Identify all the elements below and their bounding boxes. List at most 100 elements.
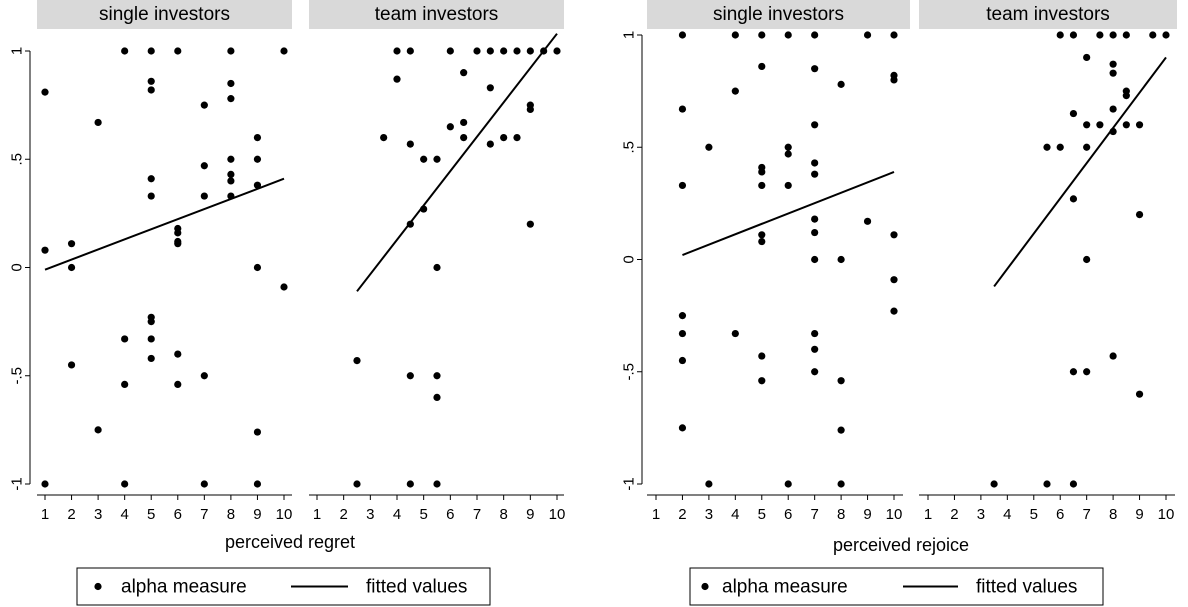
data-point — [253, 480, 262, 488]
data-point — [513, 134, 521, 142]
data-point — [890, 307, 898, 315]
x-tick-label: 2 — [950, 506, 958, 523]
data-point — [678, 312, 687, 320]
data-point — [1109, 352, 1117, 360]
data-point — [253, 428, 262, 436]
data-point — [1056, 143, 1064, 151]
data-point — [1135, 390, 1144, 398]
y-tick-label: 1 — [621, 31, 638, 39]
data-point — [758, 31, 766, 39]
panel-team: team investors 1 2 3 4 5 6 7 8 9 10 — [919, 0, 1177, 523]
panel-strip — [647, 0, 910, 29]
legend-box — [76, 567, 491, 606]
data-point — [837, 377, 845, 385]
data-point — [758, 237, 766, 246]
data-point — [784, 480, 792, 488]
data-point — [433, 393, 441, 401]
data-point — [705, 143, 713, 151]
data-point — [811, 170, 819, 178]
x-tick-label: 1 — [652, 506, 660, 523]
data-point — [446, 47, 454, 55]
data-point — [486, 140, 494, 148]
data-point — [67, 240, 76, 248]
data-point — [67, 361, 76, 369]
data-point — [253, 155, 262, 163]
data-point — [811, 215, 819, 223]
panel-strip — [919, 0, 1177, 29]
data-point — [1122, 31, 1130, 39]
data-point — [811, 345, 819, 353]
data-point — [121, 335, 129, 343]
data-point — [433, 372, 441, 380]
data-point — [758, 181, 766, 190]
panel-title: single investors — [99, 4, 230, 25]
data-point — [174, 229, 182, 237]
y-tick-label: -.5 — [9, 367, 26, 385]
data-point — [94, 426, 102, 434]
data-point — [460, 134, 468, 142]
data-point — [526, 220, 534, 228]
data-point — [758, 231, 766, 239]
y-tick-label: -1 — [621, 477, 638, 490]
data-point — [811, 228, 819, 237]
data-point — [174, 380, 182, 389]
data-point — [200, 372, 208, 380]
x-tick-label: 4 — [120, 506, 128, 523]
data-point — [500, 134, 508, 142]
data-point — [890, 276, 898, 284]
data-point — [678, 181, 687, 190]
data-point — [41, 246, 49, 254]
x-tick-label: 3 — [366, 506, 374, 523]
data-point — [227, 155, 235, 163]
data-point — [473, 47, 481, 55]
panel-strip — [309, 0, 564, 29]
legend-label-alpha: alpha measure — [722, 577, 848, 598]
x-tick-label: 7 — [473, 506, 481, 523]
data-point — [837, 480, 845, 488]
data-point — [147, 77, 155, 85]
x-tick-label: 6 — [446, 506, 454, 523]
panel-title: single investors — [713, 4, 844, 25]
x-axis-title: perceived rejoice — [833, 535, 969, 555]
x-tick-label: 10 — [549, 506, 566, 523]
data-point — [433, 155, 441, 163]
data-point — [1043, 143, 1051, 151]
x-tick-label: 5 — [1030, 506, 1038, 523]
x-tick-label: 2 — [339, 506, 347, 523]
data-point — [553, 47, 561, 55]
data-point — [890, 231, 898, 239]
panel-strip — [37, 0, 292, 29]
data-point — [837, 80, 845, 88]
data-point — [94, 118, 102, 127]
data-point — [1069, 195, 1078, 203]
data-point — [147, 86, 155, 94]
x-axis-title: perceived regret — [225, 532, 355, 552]
data-point — [811, 329, 819, 338]
x-tick-label: 1 — [924, 506, 932, 523]
data-point — [990, 480, 998, 488]
data-point — [406, 480, 414, 488]
data-point — [678, 105, 687, 113]
data-point — [758, 352, 766, 360]
data-point — [731, 87, 739, 95]
x-tick-label: 7 — [200, 506, 208, 523]
data-point — [890, 76, 898, 84]
x-tick-label: 5 — [419, 506, 427, 523]
legend-box — [689, 567, 1104, 606]
y-tick-label: .5 — [9, 153, 26, 166]
x-tick-label: 9 — [526, 506, 534, 523]
legend-label-fitted: fitted values — [366, 577, 467, 598]
data-point — [280, 47, 288, 55]
data-point — [406, 47, 414, 55]
data-point — [1135, 121, 1144, 129]
x-tick-label: 4 — [1003, 506, 1011, 523]
data-point — [731, 329, 739, 338]
x-tick-label: 1 — [41, 506, 49, 523]
data-point — [526, 105, 534, 114]
data-point — [174, 47, 182, 55]
data-point — [406, 140, 414, 148]
legend: alpha measure fitted values — [689, 567, 1104, 606]
y-tick-label: -.5 — [621, 363, 638, 381]
legend-dot-marker — [94, 582, 102, 591]
data-point — [486, 47, 494, 55]
